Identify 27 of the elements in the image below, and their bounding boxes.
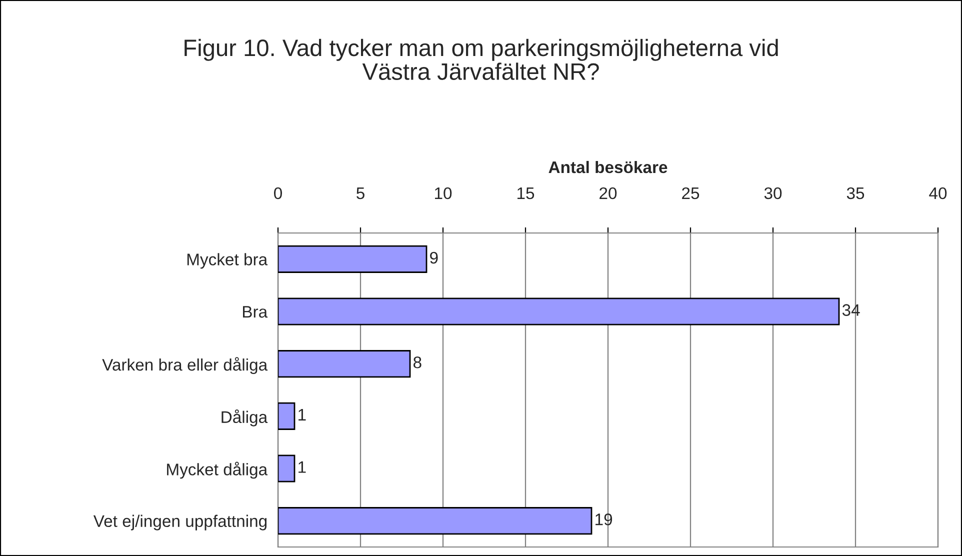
x-axis-title: Antal besökare: [548, 160, 668, 174]
data-label: 8: [414, 356, 422, 368]
x-tick-label: 30: [764, 187, 782, 200]
x-tick-label: 10: [435, 187, 452, 200]
y-tick-label: Vet ej/ingen uppfattning: [93, 514, 267, 530]
x-tick-label: 0: [274, 187, 282, 200]
y-tick-label: Bra: [243, 306, 268, 318]
chart-title: Figur 10. Vad tycker man om parkeringsmöjligheterna vid Västra Järvafältet NR?: [184, 38, 778, 80]
x-tick-label: 5: [356, 188, 364, 200]
bar: [278, 298, 840, 326]
bar: [278, 245, 428, 273]
y-tick-label: Varken bra eller dåliga: [102, 357, 268, 374]
x-tick-label: 35: [846, 187, 864, 200]
y-tick-label: Mycket bra: [187, 253, 268, 269]
bar: [278, 507, 592, 535]
y-tick-label: Mycket dåliga: [167, 462, 268, 479]
bar: [278, 454, 296, 482]
x-tick-label: 40: [929, 187, 947, 200]
y-tick-label: Dåliga: [222, 409, 268, 426]
bar: [278, 402, 296, 430]
data-label: 9: [430, 252, 438, 264]
data-label: 1: [298, 461, 306, 473]
data-label: 1: [298, 409, 306, 420]
x-tick-label: 25: [682, 187, 700, 200]
x-tick-label: 15: [518, 188, 534, 200]
bar: [278, 350, 411, 378]
x-tick-label: 20: [600, 187, 617, 200]
